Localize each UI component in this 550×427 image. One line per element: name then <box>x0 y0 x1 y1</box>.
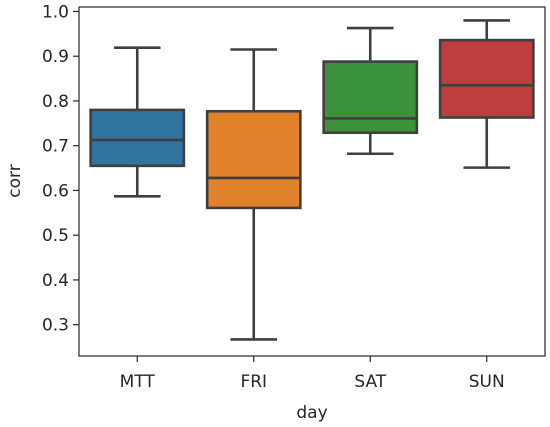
x-tick-label: SUN <box>469 372 505 392</box>
box-sat <box>322 26 419 156</box>
x-tick-label: SAT <box>354 372 386 392</box>
x-tick-label: MTT <box>120 372 156 392</box>
iqr-box <box>438 38 535 119</box>
y-tick-label: 0.3 <box>42 316 69 336</box>
y-tick-label: 1.0 <box>42 2 69 22</box>
box-fri <box>205 48 302 341</box>
y-tick-label: 0.8 <box>42 92 69 112</box>
y-tick-label: 0.9 <box>42 47 69 67</box>
y-tick-label: 0.6 <box>42 181 69 201</box>
plot-frame <box>78 6 546 357</box>
y-tick-label: 0.5 <box>42 226 69 246</box>
box-mtt <box>89 46 186 198</box>
x-axis-label: day <box>296 403 327 423</box>
y-tick-label: 0.4 <box>42 271 69 291</box>
x-axis: MTT FRI SAT SUN <box>120 356 505 392</box>
x-tick-label: FRI <box>240 372 267 392</box>
iqr-box <box>322 60 419 135</box>
boxes-layer <box>89 19 535 341</box>
iqr-box <box>89 108 186 168</box>
y-axis-label: corr <box>5 164 25 197</box>
box-sun <box>438 19 535 169</box>
y-tick-label: 0.7 <box>42 137 69 157</box>
y-axis: 0.3 0.4 0.5 0.6 0.7 0.8 0.9 1.0 <box>42 2 79 336</box>
iqr-box <box>205 109 302 210</box>
